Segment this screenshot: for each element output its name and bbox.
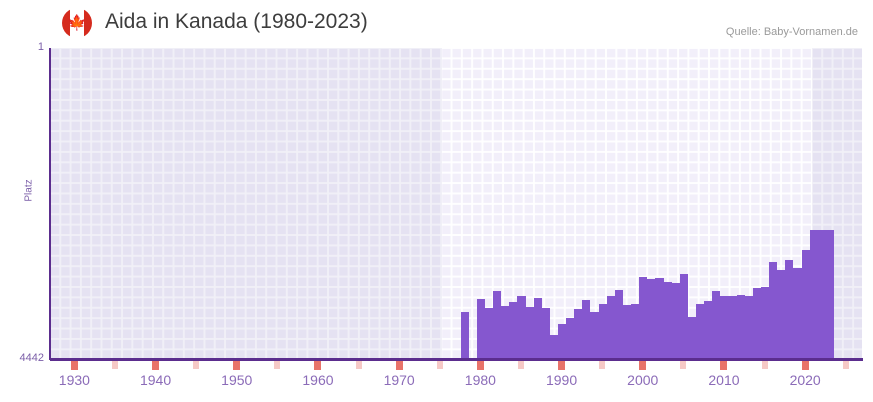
x-tick-1970 bbox=[395, 361, 403, 370]
bar-2006[interactable] bbox=[687, 317, 697, 360]
bar-1990[interactable] bbox=[558, 324, 567, 360]
x-axis-label-1970: 1970 bbox=[383, 372, 415, 388]
bar-2009[interactable] bbox=[712, 291, 721, 360]
x-tick-2015 bbox=[761, 361, 768, 369]
page-title: Aida in Kanada (1980-2023) bbox=[105, 10, 368, 33]
bar-2015[interactable] bbox=[761, 287, 770, 360]
x-axis-labels: 1930 1940 1950 1960 1970 1980 1990 2000 2010 2020 bbox=[0, 372, 873, 394]
source-attribution: Quelle: Baby-Vornamen.de bbox=[725, 26, 858, 38]
x-axis-ticks bbox=[50, 361, 863, 371]
bar-series bbox=[50, 48, 862, 360]
bar-2002[interactable] bbox=[655, 278, 664, 360]
canada-flag-icon: 🍁 bbox=[62, 8, 92, 38]
bar-1988[interactable] bbox=[541, 308, 550, 360]
maple-leaf-icon: 🍁 bbox=[67, 14, 87, 32]
bar-1982[interactable] bbox=[493, 291, 502, 360]
bar-2007[interactable] bbox=[696, 304, 705, 360]
x-axis-label-2000: 2000 bbox=[627, 372, 659, 388]
x-tick-2020 bbox=[801, 361, 809, 370]
x-axis-label-1990: 1990 bbox=[545, 372, 578, 388]
x-axis-label-1940: 1940 bbox=[139, 372, 172, 388]
x-tick-1975 bbox=[436, 361, 443, 369]
y-axis-bottom-label: 4442 bbox=[19, 352, 44, 364]
bar-1999[interactable] bbox=[631, 304, 640, 360]
plot-area bbox=[50, 48, 862, 360]
bar-2016[interactable] bbox=[769, 262, 778, 360]
bar-1997[interactable] bbox=[614, 290, 623, 360]
bar-2014[interactable] bbox=[752, 288, 761, 360]
x-tick-2025 bbox=[842, 361, 849, 369]
bar-1984[interactable] bbox=[509, 302, 518, 360]
y-axis-top-label: 1 bbox=[37, 41, 44, 53]
bar-2001[interactable] bbox=[647, 279, 656, 360]
bar-1983[interactable] bbox=[501, 306, 510, 360]
x-tick-1950 bbox=[233, 361, 241, 370]
bar-2023[interactable] bbox=[825, 230, 835, 360]
bar-1980[interactable] bbox=[476, 299, 485, 360]
bar-2003[interactable] bbox=[663, 282, 672, 360]
out-of-range-shade-left bbox=[50, 48, 442, 360]
bar-1985[interactable] bbox=[517, 296, 526, 360]
x-tick-1945 bbox=[193, 361, 200, 369]
bar-1989[interactable] bbox=[549, 335, 558, 360]
bar-1993[interactable] bbox=[582, 300, 591, 360]
x-tick-1940 bbox=[152, 361, 160, 370]
bar-2022[interactable] bbox=[817, 230, 826, 360]
x-tick-1960 bbox=[314, 361, 322, 370]
bar-2004[interactable] bbox=[671, 283, 680, 360]
bar-2019[interactable] bbox=[793, 268, 802, 360]
x-axis-label-1980: 1980 bbox=[464, 372, 496, 388]
bar-2012[interactable] bbox=[736, 295, 745, 360]
x-axis-label-1960: 1960 bbox=[302, 372, 334, 388]
bar-2005[interactable] bbox=[679, 274, 688, 360]
x-axis-label-2010: 2010 bbox=[708, 372, 740, 388]
x-axis-label-1930: 1930 bbox=[58, 372, 90, 388]
x-tick-1955 bbox=[274, 361, 281, 369]
flag-right-bar bbox=[84, 8, 92, 38]
bar-2010[interactable] bbox=[720, 296, 729, 360]
y-axis-title: Platz bbox=[23, 179, 35, 202]
x-tick-1990 bbox=[558, 361, 566, 370]
x-axis-label-1950: 1950 bbox=[221, 372, 253, 388]
x-tick-1935 bbox=[111, 361, 118, 369]
bar-1981[interactable] bbox=[484, 308, 494, 360]
bar-2017[interactable] bbox=[777, 270, 786, 360]
bar-2008[interactable] bbox=[704, 301, 713, 360]
bar-1996[interactable] bbox=[606, 296, 615, 360]
flag-left-bar bbox=[62, 8, 70, 38]
x-axis-label-2020: 2020 bbox=[789, 372, 821, 388]
bar-1986[interactable] bbox=[525, 307, 534, 360]
x-tick-2000 bbox=[639, 361, 647, 370]
x-tick-1985 bbox=[517, 361, 524, 369]
y-axis-line bbox=[49, 48, 51, 360]
bar-2011[interactable] bbox=[728, 296, 737, 360]
x-tick-2010 bbox=[720, 361, 728, 370]
bar-2021[interactable] bbox=[809, 230, 818, 360]
x-tick-1995 bbox=[599, 361, 606, 369]
bar-1987[interactable] bbox=[533, 298, 542, 360]
x-tick-1930 bbox=[70, 361, 78, 370]
bar-2018[interactable] bbox=[785, 260, 794, 360]
bar-2000[interactable] bbox=[639, 277, 648, 360]
x-tick-1965 bbox=[355, 361, 362, 369]
chart-header: 🍁 Aida in Kanada (1980-2023) Quelle: Bab… bbox=[0, 0, 873, 48]
x-tick-1980 bbox=[476, 361, 484, 370]
bar-2020[interactable] bbox=[801, 250, 810, 360]
bar-2013[interactable] bbox=[744, 296, 753, 360]
bar-1998[interactable] bbox=[622, 305, 632, 360]
bar-1994[interactable] bbox=[590, 312, 599, 360]
x-tick-2005 bbox=[680, 361, 687, 369]
bar-1995[interactable] bbox=[598, 304, 607, 360]
bar-1992[interactable] bbox=[574, 309, 583, 360]
x-axis-line bbox=[50, 358, 863, 361]
bar-1991[interactable] bbox=[566, 318, 575, 360]
bar-1978[interactable] bbox=[460, 312, 469, 360]
